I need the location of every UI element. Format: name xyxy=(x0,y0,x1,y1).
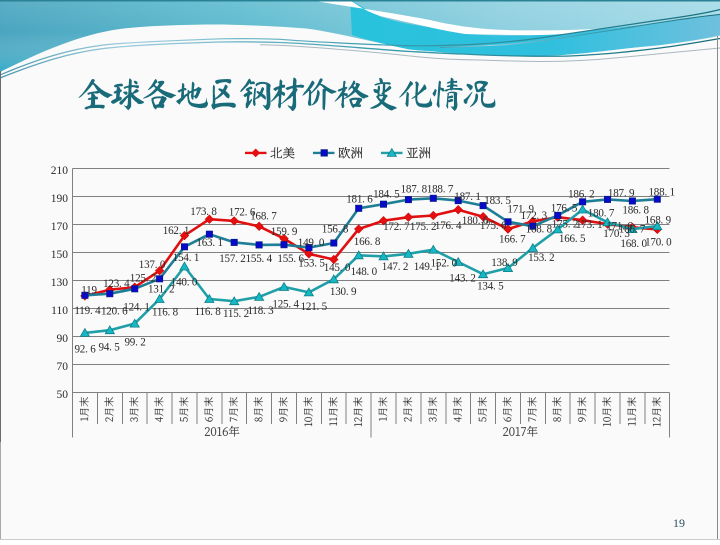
svg-text:115. 2: 115. 2 xyxy=(223,308,249,320)
svg-text:172. 7: 172. 7 xyxy=(383,221,410,233)
svg-text:183. 5: 183. 5 xyxy=(484,195,511,207)
svg-text:110: 110 xyxy=(51,305,68,317)
svg-text:175. 2: 175. 2 xyxy=(552,218,578,230)
svg-text:116. 8: 116. 8 xyxy=(152,306,179,318)
svg-text:163. 1: 163. 1 xyxy=(196,237,222,249)
svg-text:188. 7: 188. 7 xyxy=(427,184,454,196)
svg-text:172. 3: 172. 3 xyxy=(521,210,548,222)
svg-text:152. 0: 152. 0 xyxy=(431,257,458,269)
svg-text:99. 2: 99. 2 xyxy=(124,337,145,349)
svg-text:120. 6: 120. 6 xyxy=(101,305,128,317)
svg-text:119: 119 xyxy=(81,284,97,296)
svg-text:166. 7: 166. 7 xyxy=(499,234,526,246)
svg-text:137. 0: 137. 0 xyxy=(139,259,166,271)
svg-text:92. 6: 92. 6 xyxy=(74,344,96,356)
svg-text:184. 5: 184. 5 xyxy=(373,189,400,201)
svg-text:176. 5: 176. 5 xyxy=(551,203,578,215)
svg-text:138. 9: 138. 9 xyxy=(491,257,518,269)
svg-text:145. 0: 145. 0 xyxy=(324,262,351,274)
svg-text:175. 2: 175. 2 xyxy=(410,221,436,233)
svg-text:156. 8: 156. 8 xyxy=(322,224,349,236)
svg-text:153. 5: 153. 5 xyxy=(298,257,325,269)
svg-text:180. 7: 180. 7 xyxy=(588,207,615,219)
svg-text:159. 9: 159. 9 xyxy=(271,226,298,238)
svg-text:187. 8: 187. 8 xyxy=(401,184,428,196)
svg-text:171. 6: 171. 6 xyxy=(606,221,633,233)
svg-text:188. 1: 188. 1 xyxy=(648,187,674,199)
svg-text:116. 8: 116. 8 xyxy=(195,306,222,318)
svg-text:210: 210 xyxy=(51,165,69,177)
svg-text:94. 5: 94. 5 xyxy=(99,341,121,353)
svg-text:148. 0: 148. 0 xyxy=(351,266,378,278)
svg-text:186. 2: 186. 2 xyxy=(568,189,594,201)
svg-text:121. 5: 121. 5 xyxy=(301,301,328,313)
svg-text:118. 3: 118. 3 xyxy=(247,305,274,317)
svg-text:155. 4: 155. 4 xyxy=(246,253,273,265)
svg-text:130. 9: 130. 9 xyxy=(330,286,357,298)
svg-text:119. 4: 119. 4 xyxy=(74,305,101,317)
svg-text:186. 8: 186. 8 xyxy=(622,204,649,216)
svg-text:131. 2: 131. 2 xyxy=(148,284,174,296)
svg-text:90: 90 xyxy=(57,333,69,345)
svg-text:168. 9: 168. 9 xyxy=(645,214,672,226)
svg-text:172. 6: 172. 6 xyxy=(229,207,256,219)
svg-text:190: 190 xyxy=(51,193,69,205)
svg-text:173. 1: 173. 1 xyxy=(576,219,602,231)
svg-text:70: 70 xyxy=(57,361,69,373)
svg-text:147. 2: 147. 2 xyxy=(382,261,408,273)
svg-text:150: 150 xyxy=(51,249,69,261)
svg-text:154. 1: 154. 1 xyxy=(173,252,199,264)
svg-text:170: 170 xyxy=(51,221,69,233)
svg-text:123. 4: 123. 4 xyxy=(103,278,130,290)
svg-text:125. 4: 125. 4 xyxy=(272,299,299,311)
svg-text:171. 9: 171. 9 xyxy=(507,204,534,216)
svg-text:180. 6: 180. 6 xyxy=(462,215,489,227)
svg-text:140. 0: 140. 0 xyxy=(171,276,198,288)
svg-text:173. 8: 173. 8 xyxy=(190,206,217,218)
svg-text:168. 8: 168. 8 xyxy=(526,224,553,236)
svg-text:187. 1: 187. 1 xyxy=(454,191,480,203)
svg-text:130: 130 xyxy=(51,277,69,289)
svg-text:181. 6: 181. 6 xyxy=(346,194,373,206)
svg-text:157. 2: 157. 2 xyxy=(219,253,245,265)
svg-text:125. 2: 125. 2 xyxy=(130,273,156,285)
svg-text:134. 5: 134. 5 xyxy=(477,281,504,293)
svg-text:149. 1: 149. 1 xyxy=(414,261,440,273)
svg-text:19: 19 xyxy=(673,516,685,530)
svg-text:143. 2: 143. 2 xyxy=(449,272,475,284)
svg-text:168. 0: 168. 0 xyxy=(620,238,647,250)
svg-text:155. 6: 155. 6 xyxy=(277,253,304,265)
svg-text:168. 7: 168. 7 xyxy=(250,210,277,222)
svg-text:124. 1: 124. 1 xyxy=(123,302,149,314)
svg-text:170. 3: 170. 3 xyxy=(603,228,630,240)
svg-text:162. 1: 162. 1 xyxy=(163,225,189,237)
svg-text:149. 0: 149. 0 xyxy=(298,237,325,249)
svg-text:166. 5: 166. 5 xyxy=(559,233,586,245)
svg-text:153. 2: 153. 2 xyxy=(528,252,554,264)
svg-text:176. 4: 176. 4 xyxy=(435,220,462,232)
svg-text:187. 9: 187. 9 xyxy=(608,187,635,199)
svg-text:166. 7: 166. 7 xyxy=(619,223,646,235)
svg-text:170. 0: 170. 0 xyxy=(645,237,672,249)
svg-text:50: 50 xyxy=(57,389,69,401)
svg-text:175. 6: 175. 6 xyxy=(480,220,507,232)
svg-text:166. 8: 166. 8 xyxy=(354,236,381,248)
